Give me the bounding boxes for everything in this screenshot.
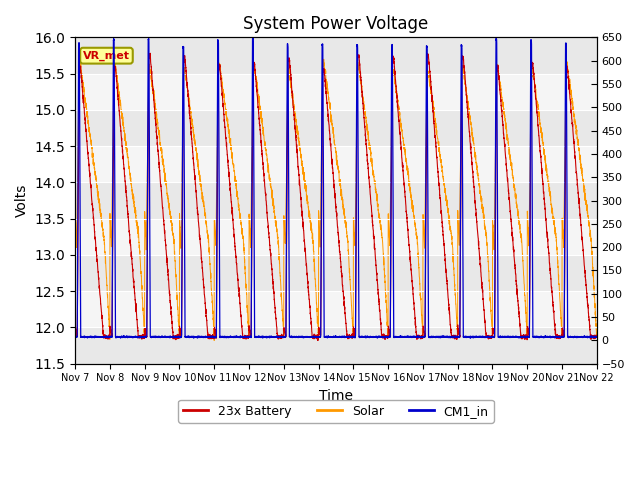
Bar <box>75 219 596 255</box>
Bar <box>75 146 596 182</box>
X-axis label: Time: Time <box>319 389 353 403</box>
Text: VR_met: VR_met <box>83 50 130 61</box>
Bar <box>75 37 596 73</box>
Legend: 23x Battery, Solar, CM1_in: 23x Battery, Solar, CM1_in <box>178 400 493 423</box>
Bar <box>75 110 596 146</box>
Bar <box>75 255 596 291</box>
Bar <box>75 73 596 110</box>
Title: System Power Voltage: System Power Voltage <box>243 15 429 33</box>
Bar <box>75 182 596 219</box>
Bar <box>75 291 596 327</box>
Y-axis label: Volts: Volts <box>15 184 29 217</box>
Bar <box>75 327 596 364</box>
